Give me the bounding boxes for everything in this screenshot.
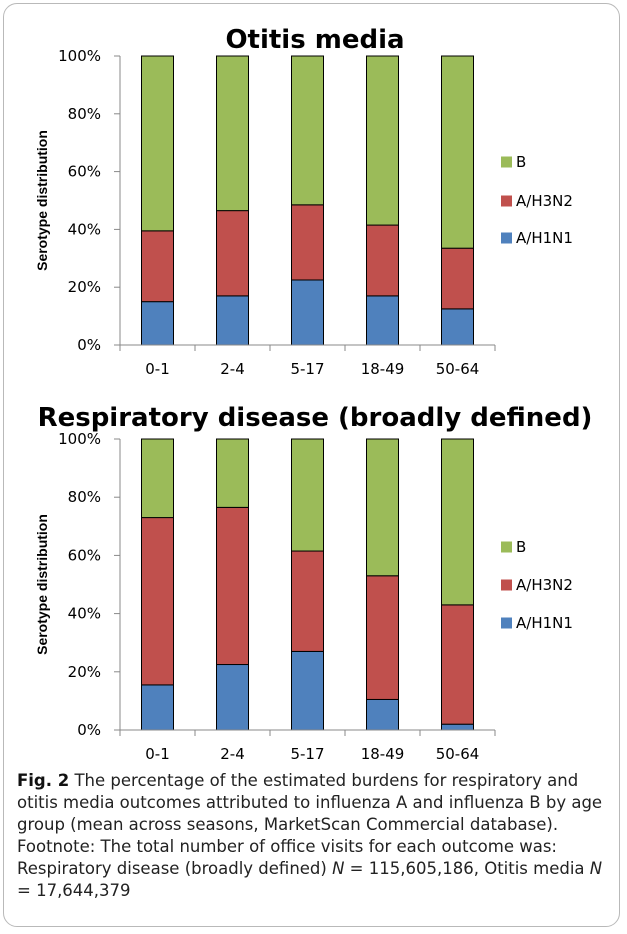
caption-text-3: = 17,644,379 [17,881,131,900]
chart2-bar-b-0-1 [141,438,174,519]
chart1-legend-swatch-ah3n2 [501,195,512,207]
chart2-legend-label: B [516,538,526,556]
chart1-bar-ah3n2-2-4 [216,210,249,297]
chart1-xtick-label: 0-1 [145,360,170,378]
chart1-bar-ah3n2-50-64 [441,247,474,310]
chart1-bar-b-2-4 [216,55,249,212]
caption-text-1: The percentage of the estimated burdens … [17,771,603,878]
chart2-ylabel: Serotype distribution [34,514,50,655]
chart2-legend-label: A/H3N2 [516,576,573,594]
chart2-bar-b-5-17 [291,438,324,552]
chart2-ytick-label: 80% [68,488,101,506]
chart1-bar-ah3n2-0-1 [141,230,174,303]
chart2-bar-ah3n2-0-1 [141,517,174,686]
chart1-bar-b-18-49 [366,55,399,226]
chart1-legend-label: A/H1N1 [516,229,573,247]
figure-charts: Otitis media Serotype distribution 0-1 2-4 5… [34,25,593,763]
chart2-bar-ah1n1-50-64 [441,723,474,731]
chart1-bar-ah1n1-18-49 [366,295,399,346]
chart1-ytick-label: 100% [58,47,101,65]
chart1-legend-swatch-ah1n1 [501,232,512,244]
chart1-bar-b-5-17 [291,55,324,206]
chart1-bar-b-0-1 [141,55,174,232]
chart1-ytick-label: 40% [68,220,101,238]
chart2-bar-ah1n1-18-49 [366,698,399,731]
chart1-xtick-label: 2-4 [220,360,245,378]
chart2-legend-swatch-ah1n1 [501,617,512,629]
chart1-bar-ah1n1-0-1 [141,301,174,346]
chart2-xtick-label: 50-64 [436,745,480,763]
chart2-bar-ah3n2-2-4 [216,506,249,666]
chart1-ytick-label: 60% [68,163,101,181]
chart1-xtick-label: 50-64 [436,360,480,378]
chart2-bar-ah1n1-2-4 [216,664,249,731]
chart2-xtick-label: 5-17 [290,745,324,763]
chart2-bar-ah3n2-18-49 [366,575,399,700]
figure-caption: Fig. 2 The percentage of the estimated b… [17,770,613,902]
chart2-xtick-label: 0-1 [145,745,170,763]
chart2-legend-swatch-b [501,541,512,553]
chart2-bar-ah1n1-5-17 [291,650,324,731]
chart1-ytick-label: 80% [68,105,101,123]
chart2-ytick-label: 100% [58,430,101,448]
chart2-ytick-label: 60% [68,546,101,564]
chart1-bar-ah3n2-18-49 [366,224,399,297]
chart1-bar-ah1n1-2-4 [216,295,249,346]
caption-n-symbol-2: N [589,859,603,878]
chart2-legend-swatch-ah3n2 [501,579,512,591]
caption-text-2: = 115,605,186, Otitis media [344,859,590,878]
chart2-bar-ah3n2-50-64 [441,604,474,725]
caption-n-symbol-1: N [332,859,345,878]
chart1-xtick-label: 5-17 [290,360,324,378]
chart1-legend-label: A/H3N2 [516,192,573,210]
chart2-legend-label: A/H1N1 [516,614,573,632]
chart1-legend-swatch-b [501,156,512,168]
chart2-xtick-label: 18-49 [361,745,405,763]
chart1-bar-ah1n1-5-17 [291,279,324,346]
chart1-ytick-label: 0% [77,336,101,354]
chart2-ytick-label: 20% [68,663,101,681]
chart2-bar-b-18-49 [366,438,399,577]
chart1-bar-b-50-64 [441,55,474,249]
chart2-xtick-label: 2-4 [220,745,245,763]
chart1-legend-label: B [516,153,526,171]
chart2-ytick-label: 0% [77,721,101,739]
chart1-bar-ah3n2-5-17 [291,204,324,281]
chart1-bar-ah1n1-50-64 [441,308,474,346]
chart2-title: Respiratory disease (broadly defined) [38,403,593,433]
figure-label: Fig. 2 [17,771,70,790]
chart1-ytick-label: 20% [68,278,101,296]
chart2-bar-ah1n1-0-1 [141,684,174,731]
chart1-xtick-label: 18-49 [361,360,405,378]
chart2-bar-ah3n2-5-17 [291,550,324,652]
chart1-ylabel: Serotype distribution [34,130,50,271]
chart2-bar-b-2-4 [216,438,249,508]
chart2-bar-b-50-64 [441,438,474,606]
chart1-title: Otitis media [225,25,404,55]
chart2-ytick-label: 40% [68,605,101,623]
